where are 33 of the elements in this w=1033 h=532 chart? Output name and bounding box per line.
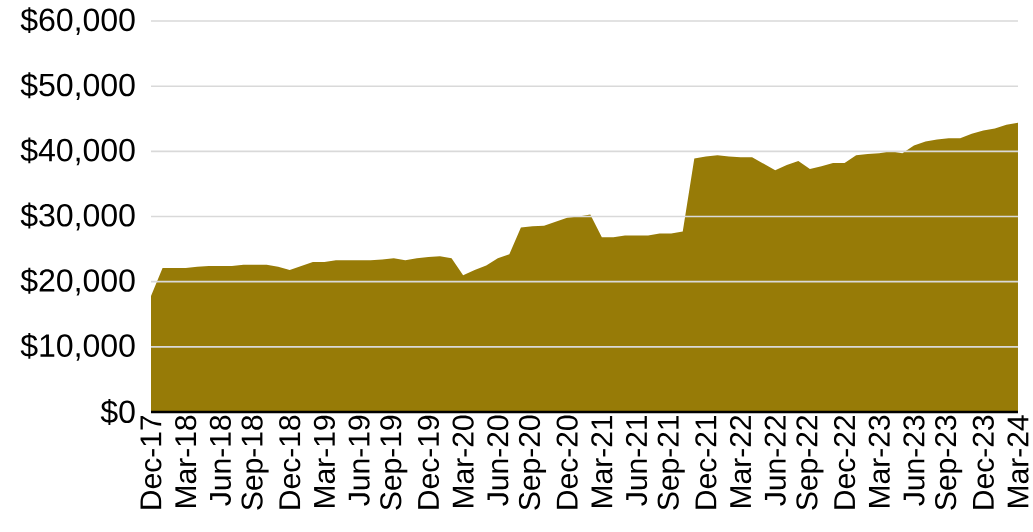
x-tick-label: Dec-20 bbox=[556, 415, 578, 509]
x-tick-label: Mar-20 bbox=[452, 415, 474, 507]
x-tick-label: Jun-22 bbox=[764, 415, 786, 506]
x-tick-label: Sep-21 bbox=[657, 415, 685, 510]
y-tick-label: $60,000 bbox=[20, 7, 135, 35]
x-tick-label: Dec-22 bbox=[833, 415, 856, 509]
y-tick-label: $40,000 bbox=[20, 137, 135, 166]
x-tick-label: Mar-18 bbox=[175, 415, 197, 507]
y-tick-label: $20,000 bbox=[20, 267, 135, 296]
x-tick-label: Dec-23 bbox=[972, 415, 994, 509]
x-tick-label: Mar-22 bbox=[729, 415, 752, 507]
x-tick-label: Jun-20 bbox=[487, 415, 509, 506]
x-tick-label: Mar-24 bbox=[1007, 415, 1029, 507]
y-tick-label: $50,000 bbox=[20, 72, 135, 101]
x-tick-label: Sep-18 bbox=[241, 415, 269, 510]
x-tick-label: Sep-19 bbox=[380, 415, 408, 510]
x-tick-label: Sep-23 bbox=[935, 415, 963, 510]
x-tick-label: Jun-23 bbox=[903, 415, 925, 506]
x-tick-label: Sep-20 bbox=[518, 415, 547, 510]
y-tick-label: $10,000 bbox=[20, 332, 135, 361]
x-tick-label: Mar-23 bbox=[868, 415, 890, 507]
x-tick-label: Sep-22 bbox=[796, 415, 824, 510]
x-tick-label: Jun-21 bbox=[625, 415, 648, 506]
x-tick-label: Dec-17 bbox=[140, 415, 162, 509]
x-tick-label: Dec-18 bbox=[279, 415, 301, 509]
x-tick-label: Jun-18 bbox=[209, 415, 231, 506]
x-tick-label: Dec-21 bbox=[695, 415, 717, 509]
x-tick-label: Jun-19 bbox=[348, 415, 370, 506]
x-tick-label: Dec-19 bbox=[417, 415, 440, 509]
x-tick-label: Mar-19 bbox=[313, 415, 336, 507]
y-tick-label: $0 bbox=[100, 399, 135, 425]
y-tick-label: $30,000 bbox=[20, 202, 135, 231]
x-tick-label: Mar-21 bbox=[591, 415, 613, 507]
